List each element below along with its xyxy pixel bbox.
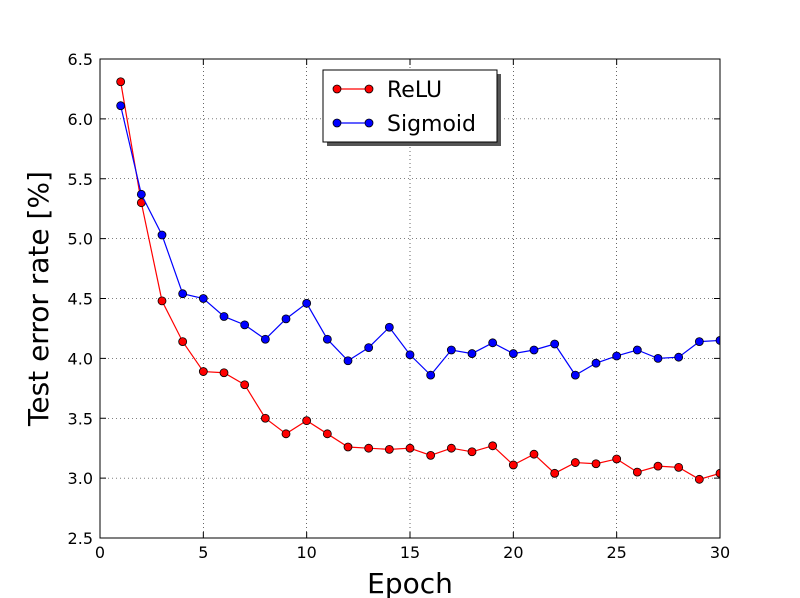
legend-marker-sigmoid <box>332 118 342 128</box>
sigmoid-point <box>674 352 684 362</box>
legend-marker-sigmoid <box>364 118 374 128</box>
sigmoid-point <box>488 338 498 348</box>
relu-point <box>529 449 539 459</box>
legend-box <box>322 69 498 143</box>
sigmoid-point <box>240 320 250 330</box>
y-tick-label: 3.0 <box>68 469 93 488</box>
sigmoid-point <box>632 345 642 355</box>
relu-point <box>715 468 720 478</box>
relu-point <box>612 454 622 464</box>
relu-point <box>632 467 642 477</box>
relu-point <box>178 337 188 347</box>
y-tick-label: 2.5 <box>68 529 93 548</box>
relu-point <box>281 429 291 439</box>
x-tick-label: 5 <box>198 543 208 562</box>
x-tick-label: 10 <box>296 543 316 562</box>
y-tick-label: 4.5 <box>68 290 93 309</box>
relu-point <box>260 413 270 423</box>
ticks: 0 5 10 15 20 25 30 2.5 3.0 3.5 4.0 4.5 5.0 5.5 6.0 6.5 <box>68 50 731 562</box>
relu-point <box>467 447 477 457</box>
relu-point <box>508 460 518 470</box>
series-layer <box>116 77 720 484</box>
y-tick-label: 4.0 <box>68 349 93 368</box>
relu-point <box>694 474 704 484</box>
x-tick-label: 15 <box>400 543 420 562</box>
x-tick-label: 20 <box>503 543 523 562</box>
sigmoid-point <box>281 314 291 324</box>
x-axis-label: Epoch <box>367 567 453 598</box>
sigmoid-point <box>405 350 415 360</box>
sigmoid-point <box>570 370 580 380</box>
relu-point <box>322 429 332 439</box>
y-tick-label: 3.5 <box>68 409 93 428</box>
legend-label-sigmoid: Sigmoid <box>387 112 476 137</box>
relu-point <box>198 367 208 376</box>
sigmoid-point <box>116 101 126 111</box>
sigmoid-point <box>612 351 622 361</box>
relu-point <box>364 443 374 453</box>
relu-point <box>591 459 601 469</box>
relu-point <box>343 442 353 452</box>
sigmoid-point <box>694 337 704 347</box>
y-tick-label: 5.0 <box>68 230 93 249</box>
y-tick-label: 6.0 <box>68 110 93 129</box>
sigmoid-point <box>653 353 663 363</box>
legend: ReLU Sigmoid <box>322 69 501 146</box>
relu-point <box>116 77 126 87</box>
legend-marker-relu <box>364 84 374 94</box>
x-tick-label: 30 <box>710 543 730 562</box>
relu-point <box>405 443 415 453</box>
sigmoid-point <box>508 349 518 358</box>
sigmoid-point <box>467 349 477 358</box>
sigmoid-point <box>198 294 208 303</box>
relu-point <box>570 458 580 467</box>
relu-point <box>302 416 312 426</box>
relu-point <box>219 368 229 378</box>
sigmoid-point <box>157 230 167 240</box>
sigmoid-point <box>446 345 456 355</box>
sigmoid-point <box>384 322 394 332</box>
relu-point <box>157 296 167 306</box>
sigmoid-point <box>426 370 436 380</box>
relu-point <box>446 443 456 453</box>
y-tick-label: 5.5 <box>68 170 93 189</box>
y-axis-label: Test error rate [%] <box>22 171 55 427</box>
relu-point <box>384 444 394 454</box>
sigmoid-point <box>591 358 601 368</box>
sigmoid-point <box>550 339 560 349</box>
sigmoid-point <box>178 289 188 299</box>
sigmoid-point <box>302 298 312 308</box>
x-tick-label: 0 <box>95 543 105 562</box>
legend-marker-relu <box>332 84 342 94</box>
sigmoid-point <box>364 343 374 352</box>
legend-label-relu: ReLU <box>387 78 442 103</box>
series-group <box>116 77 720 484</box>
sigmoid-point <box>529 345 539 355</box>
relu-point <box>488 441 498 451</box>
sigmoid-point <box>343 356 353 366</box>
y-tick-label: 6.5 <box>68 50 93 69</box>
sigmoid-point <box>136 189 146 199</box>
sigmoid-line <box>120 105 720 377</box>
sigmoid-point <box>322 334 332 344</box>
x-tick-label: 25 <box>606 543 626 562</box>
relu-point <box>653 461 663 471</box>
relu-point <box>550 468 560 478</box>
relu-point <box>240 380 250 390</box>
sigmoid-point <box>260 334 270 344</box>
relu-point <box>426 450 436 460</box>
relu-point <box>674 462 684 472</box>
sigmoid-point <box>715 336 720 345</box>
sigmoid-point <box>219 312 229 321</box>
